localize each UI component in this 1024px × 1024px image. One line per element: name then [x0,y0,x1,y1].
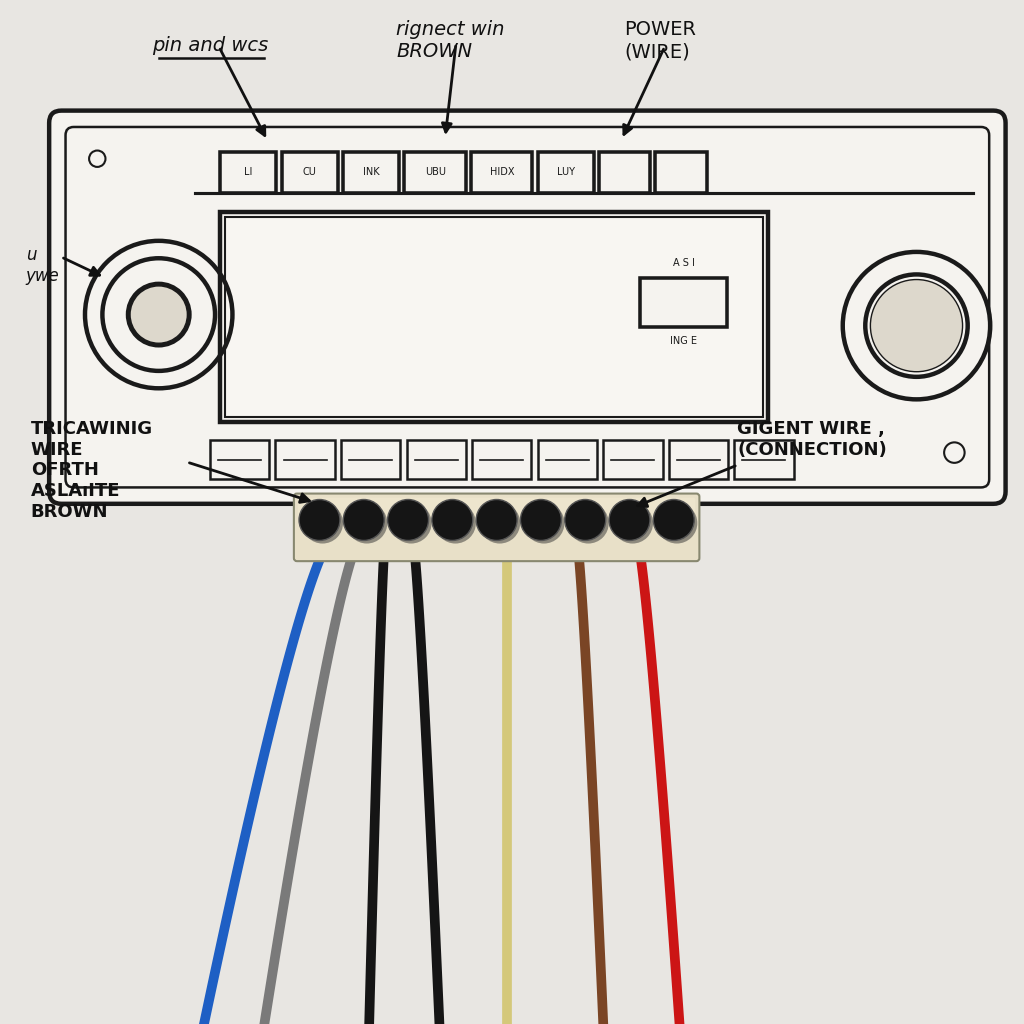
Bar [472,440,531,479]
Circle shape [568,503,609,544]
Bar [282,152,338,193]
Text: A S I: A S I [673,258,694,268]
Bar [599,152,650,193]
Text: u
ywe: u ywe [26,246,59,285]
Bar [603,440,663,479]
Text: LI: LI [244,167,253,177]
Circle shape [343,500,384,541]
Bar [669,440,728,479]
Circle shape [435,503,476,544]
Bar [538,152,594,193]
Text: TRICAWINIG
WIRE
OFRTH
ASLAıITE
BROWN: TRICAWINIG WIRE OFRTH ASLAıITE BROWN [31,420,153,521]
Bar [220,152,276,193]
Circle shape [432,500,473,541]
Circle shape [609,500,650,541]
FancyBboxPatch shape [298,498,695,526]
Circle shape [653,500,694,541]
Bar [404,152,466,193]
Circle shape [390,503,432,544]
Circle shape [387,500,429,541]
Bar [538,440,597,479]
Text: GIGENT WIRE ,
(CONNECTION): GIGENT WIRE , (CONNECTION) [737,420,887,459]
Circle shape [299,500,340,541]
Circle shape [302,503,343,544]
Text: pin and wcs: pin and wcs [152,36,268,55]
Text: INK: INK [362,167,380,177]
FancyBboxPatch shape [49,111,1006,504]
Text: POWER
(WIRE): POWER (WIRE) [625,20,696,61]
Text: LUY: LUY [557,167,574,177]
Bar [407,440,466,479]
Circle shape [346,503,387,544]
Bar [734,440,794,479]
Bar [640,279,727,328]
Circle shape [656,503,697,544]
Bar [471,152,532,193]
Bar [341,440,400,479]
Bar [220,212,768,422]
Bar [343,152,399,193]
Text: ING E: ING E [670,336,697,346]
Bar [655,152,707,193]
Text: CU: CU [303,167,316,177]
FancyBboxPatch shape [294,494,699,561]
Text: rignect win
BROWN: rignect win BROWN [396,20,505,61]
Circle shape [476,500,517,541]
Circle shape [523,503,564,544]
Text: HIDX: HIDX [489,167,514,177]
Circle shape [870,280,963,372]
Bar [210,440,269,479]
Bar [225,217,763,417]
Circle shape [520,500,561,541]
Circle shape [479,503,520,544]
Text: UBU: UBU [425,167,445,177]
Circle shape [612,503,653,544]
Bar [275,440,335,479]
Circle shape [565,500,606,541]
Circle shape [130,286,187,343]
